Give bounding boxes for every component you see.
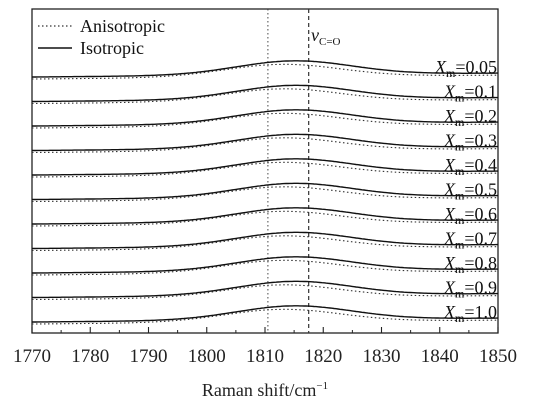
isotropic-curve — [32, 231, 498, 250]
legend-isotropic-label: Isotropic — [80, 38, 144, 58]
series-label: Xm=0.9 — [443, 278, 497, 301]
series-label: Xm=0.4 — [443, 155, 497, 178]
x-tick-label: 1810 — [246, 346, 284, 367]
x-tick-label: 1780 — [71, 346, 109, 367]
series-label: Xm=0.6 — [443, 204, 497, 227]
x-tick-label: 1850 — [479, 346, 517, 367]
legend-anisotropic-label: Anisotropic — [80, 16, 165, 36]
series-label: Xm=0.5 — [443, 180, 497, 203]
x-tick-label: 1830 — [363, 346, 401, 367]
isotropic-curve — [32, 305, 498, 323]
isotropic-curve — [32, 158, 498, 176]
x-tick-label: 1790 — [130, 346, 168, 367]
isotropic-curve — [32, 256, 498, 274]
legend: Anisotropic Isotropic — [38, 16, 165, 58]
peak-annotation: νC=O — [311, 25, 341, 48]
series-label: Xm=0.8 — [443, 253, 497, 276]
isotropic-curve — [32, 60, 498, 78]
series-label: Xm=0.05 — [434, 57, 497, 80]
x-tick-label: 1800 — [188, 346, 226, 367]
series-label: Xm=1.0 — [443, 302, 497, 325]
x-tick-label: 1820 — [304, 346, 342, 367]
isotropic-curve — [32, 207, 498, 225]
isotropic-curve — [32, 84, 498, 103]
isotropic-curve — [32, 280, 498, 299]
isotropic-curve — [32, 182, 498, 201]
series-label: Xm=0.1 — [443, 82, 497, 105]
x-tick-label: 1840 — [421, 346, 459, 367]
x-tick-label: 1770 — [13, 346, 51, 367]
isotropic-curve — [32, 109, 498, 127]
series-label: Xm=0.7 — [443, 229, 497, 252]
series-label: Xm=0.2 — [443, 106, 497, 129]
isotropic-curve — [32, 133, 498, 152]
series-label: Xm=0.3 — [443, 131, 497, 154]
x-axis-title: Raman shift/cm−1 — [202, 380, 328, 400]
